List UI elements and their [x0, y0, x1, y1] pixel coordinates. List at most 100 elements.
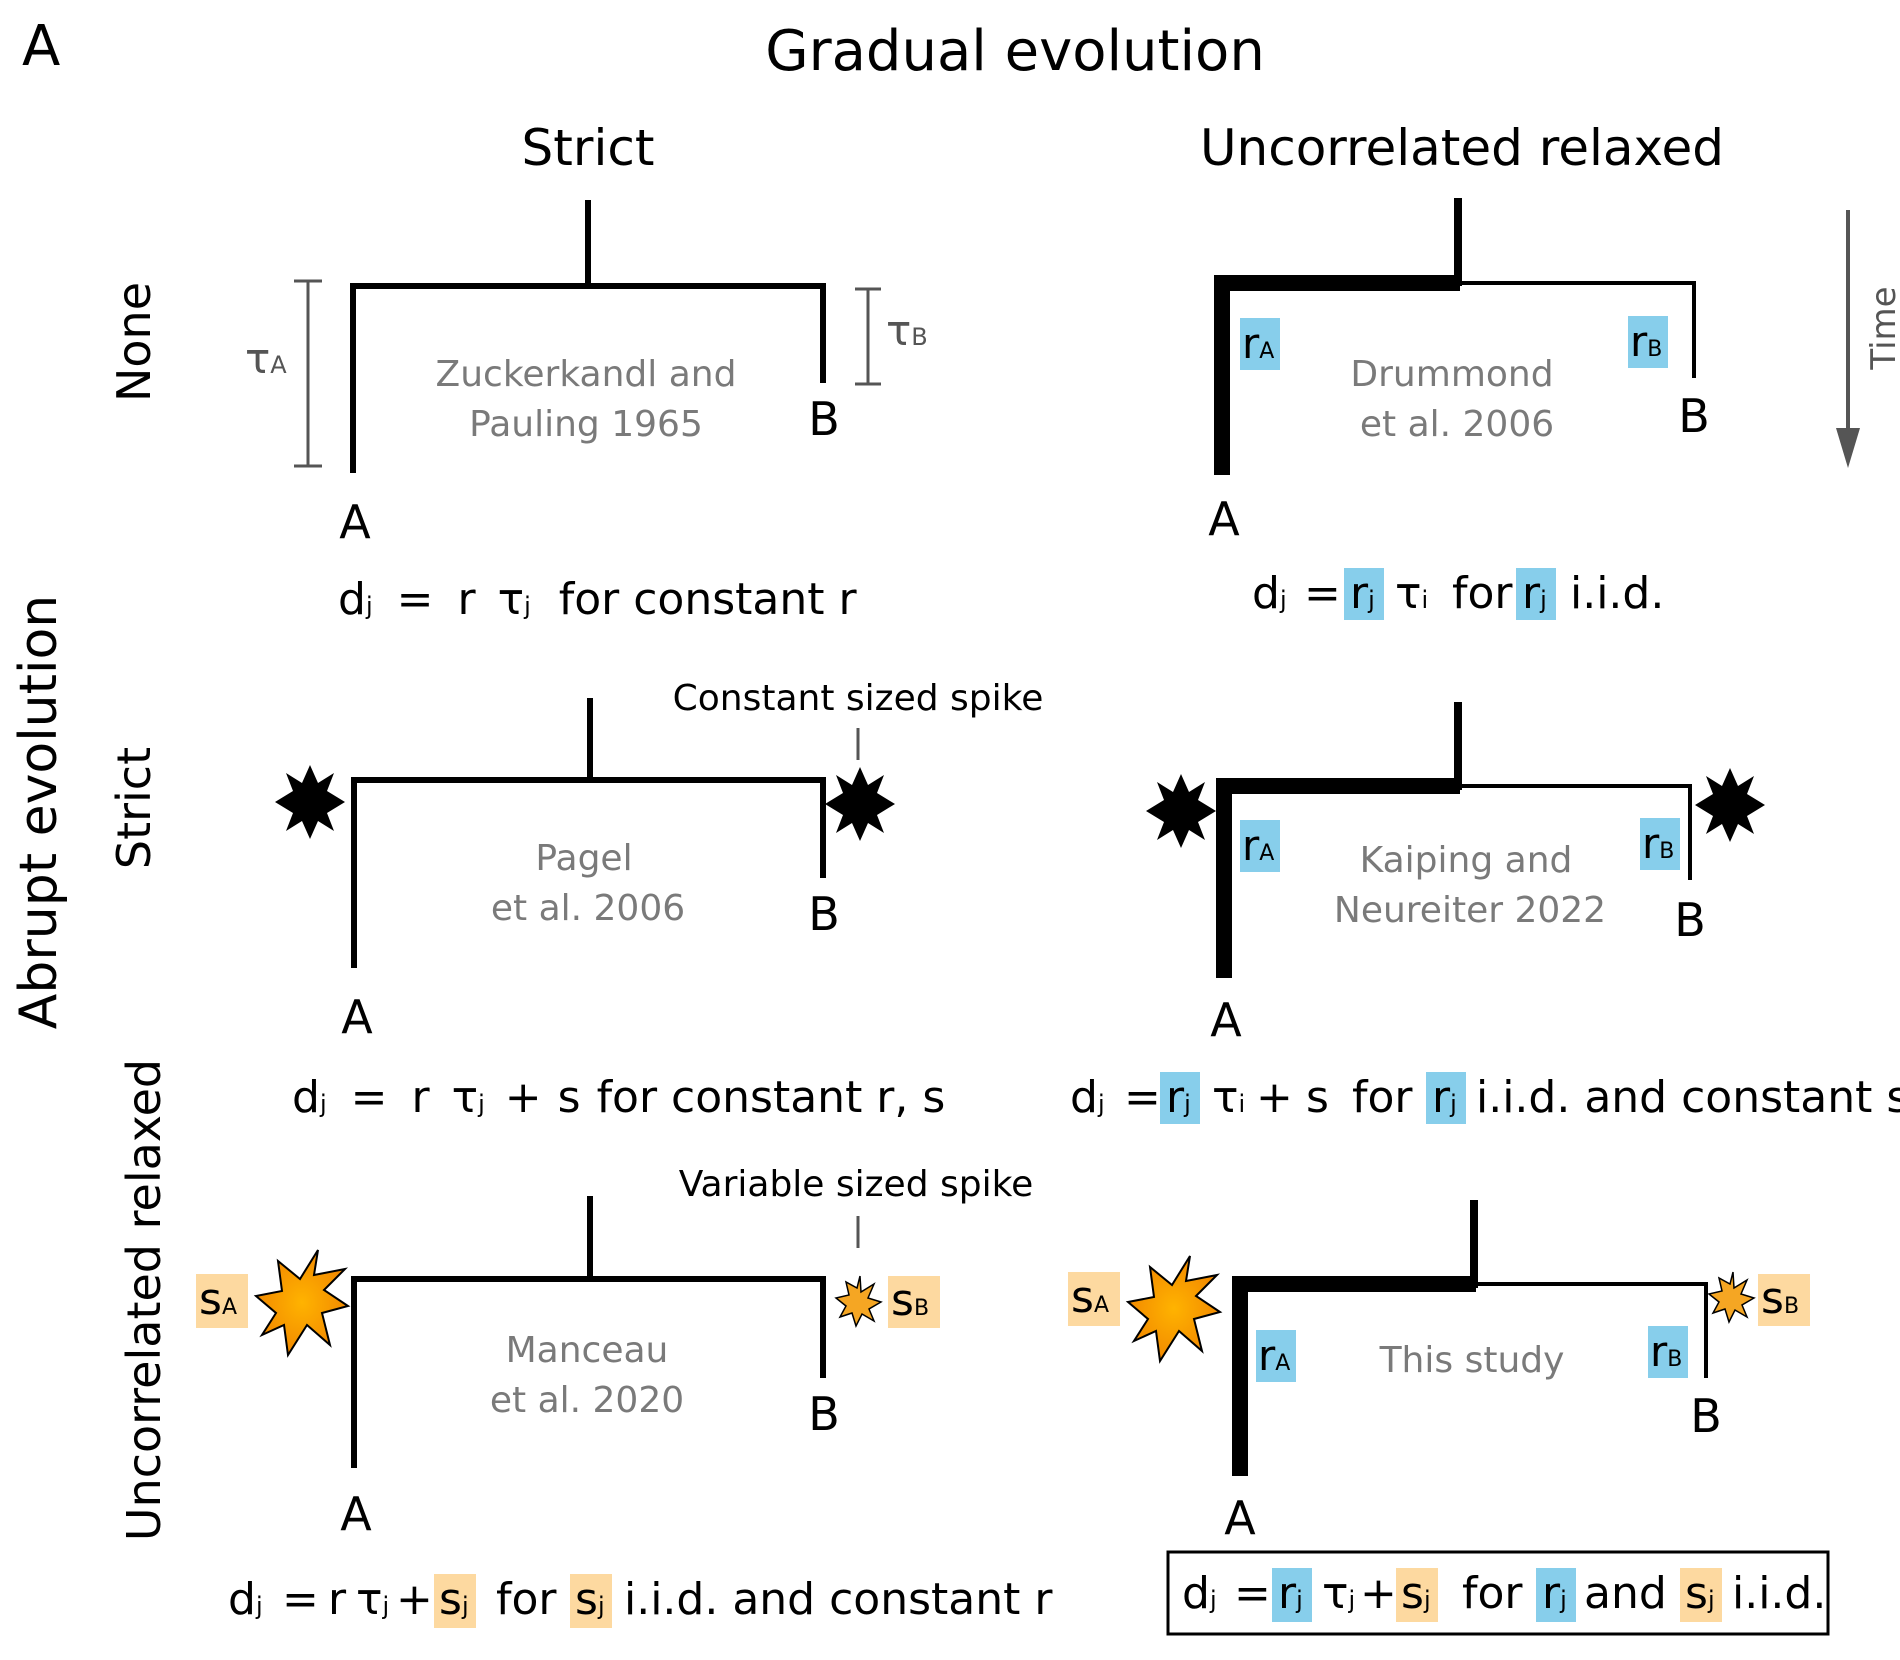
svg-text:τj: τj	[356, 1574, 389, 1625]
tip-b: B	[1678, 389, 1710, 443]
svg-text:rB: rB	[1642, 819, 1674, 868]
formula-strict-relaxed: dj = r τj + sj for sj i.i.d. and constan…	[228, 1574, 1053, 1628]
svg-text:sB: sB	[891, 1275, 929, 1326]
citation-zuckerkandl-line2: Pauling 1965	[469, 404, 703, 445]
tip-a: A	[339, 495, 371, 549]
svg-text:sA: sA	[199, 1274, 237, 1325]
formula-relaxed-strict: dj = rj τi + s for rj i.i.d. and constan…	[1070, 1072, 1900, 1124]
svg-text:+: +	[1360, 1568, 1397, 1619]
row-header-none: None	[107, 282, 161, 402]
time-arrow	[1836, 210, 1860, 468]
citation-pagel-line1: Pagel	[535, 838, 632, 879]
svg-text:dj: dj	[1252, 568, 1287, 619]
svg-text:=: =	[1124, 1072, 1161, 1123]
svg-text:sj: sj	[1685, 1568, 1715, 1619]
svg-text:rj: rj	[1542, 1568, 1567, 1619]
citation-drummond-line1: Drummond	[1350, 354, 1553, 395]
tree-strict-none	[350, 200, 826, 473]
svg-text:i.i.d.: i.i.d.	[1732, 1568, 1826, 1619]
svg-text:dj: dj	[1070, 1072, 1105, 1123]
svg-text:for: for	[1462, 1568, 1523, 1619]
svg-text:rj: rj	[1166, 1072, 1191, 1123]
svg-text:=: =	[1234, 1568, 1271, 1619]
citation-manceau-line1: Manceau	[506, 1330, 669, 1371]
tree-relaxed-strict	[1216, 702, 1692, 978]
time-label: Time	[1864, 286, 1900, 370]
svg-text:rB: rB	[1630, 317, 1662, 366]
svg-text:rA: rA	[1242, 821, 1274, 870]
column-header-relaxed: Uncorrelated relaxed	[1200, 119, 1724, 177]
rate-label-a: rA	[1240, 318, 1280, 370]
svg-text:s: s	[1306, 1072, 1329, 1123]
svg-text:dj: dj	[228, 1574, 263, 1625]
svg-text:for: for	[1352, 1072, 1413, 1123]
svg-text:=: =	[282, 1574, 319, 1625]
tree-relaxed-relaxed	[1232, 1200, 1708, 1476]
tau-bracket-b	[855, 287, 881, 386]
spike-label-b: sB	[888, 1275, 940, 1328]
row-header-strict: Strict	[107, 747, 161, 869]
svg-text:+: +	[1256, 1072, 1293, 1123]
rate-label-b: rB	[1640, 818, 1680, 870]
citation-zuckerkandl-line1: Zuckerkandl and	[436, 354, 737, 395]
y-axis-title: Abrupt evolution	[9, 595, 69, 1029]
svg-text:τi: τi	[1212, 1072, 1245, 1123]
svg-text:rj: rj	[1278, 1568, 1303, 1619]
tree-strict-relaxed	[351, 1196, 826, 1468]
spike-icon	[1695, 768, 1765, 842]
tip-b: B	[1690, 1389, 1722, 1443]
svg-text:i.i.d.: i.i.d.	[1570, 568, 1664, 619]
svg-text:rj: rj	[1432, 1072, 1457, 1123]
column-header-strict: Strict	[522, 119, 655, 177]
svg-text:rj: rj	[1350, 568, 1375, 619]
figure-title: Gradual evolution	[765, 19, 1265, 84]
svg-text:sj: sj	[575, 1574, 605, 1625]
citation-kaiping-line2: Neureiter 2022	[1334, 890, 1606, 931]
svg-text:r: r	[328, 1574, 347, 1625]
citation-drummond-line2: et al. 2006	[1360, 404, 1554, 445]
tip-b: B	[808, 392, 840, 446]
rate-label-b: rB	[1628, 316, 1668, 368]
svg-text:sj: sj	[439, 1574, 469, 1625]
spike-icon	[825, 767, 895, 841]
citation-pagel-line2: et al. 2006	[491, 888, 685, 929]
spike-icon	[1146, 774, 1216, 848]
tree-relaxed-none	[1214, 198, 1696, 475]
formula-relaxed-none: dj = rj τi for rj i.i.d.	[1252, 568, 1664, 620]
svg-text:sj: sj	[1401, 1568, 1431, 1619]
citation-this-study: This study	[1379, 1340, 1565, 1381]
svg-text:rA: rA	[1258, 1331, 1290, 1380]
spike-icon	[253, 1249, 351, 1358]
svg-text:rj: rj	[1522, 568, 1547, 619]
row-header-relaxed: Uncorrelated relaxed	[117, 1059, 171, 1541]
spike-icon	[275, 765, 345, 839]
spike-label-a: sA	[1068, 1272, 1120, 1326]
tau-b-label: τB	[886, 306, 928, 355]
svg-text:τj: τj	[1322, 1568, 1355, 1619]
tip-b: B	[1674, 893, 1706, 947]
tip-b: B	[808, 1387, 840, 1441]
rate-label-a: rA	[1256, 1330, 1296, 1382]
tau-a-label: τA	[245, 334, 287, 383]
rate-label-b: rB	[1648, 1326, 1688, 1378]
rate-label-a: rA	[1240, 820, 1280, 872]
tau-bracket-a	[294, 279, 322, 468]
tip-b: B	[808, 887, 840, 941]
svg-text:sB: sB	[1761, 1273, 1799, 1324]
formula-strict-strict: dj = r τj + s for constant r, s	[292, 1072, 945, 1123]
svg-text:+: +	[396, 1574, 433, 1625]
spike-label-constant: Constant sized spike	[673, 678, 1044, 719]
formula-relaxed-relaxed: dj = rj τj + sj for rj and sj i.i.d.	[1166, 1550, 1830, 1636]
tip-a: A	[1210, 993, 1242, 1047]
formula-strict-none: dj = r τj for constant r	[338, 574, 857, 625]
spike-label-b: sB	[1758, 1273, 1810, 1326]
tree-strict-strict	[351, 698, 826, 968]
panel-letter: A	[22, 14, 60, 79]
svg-text:τi: τi	[1395, 568, 1428, 619]
svg-text:i.i.d. and constant s: i.i.d. and constant s	[1476, 1072, 1900, 1123]
citation-kaiping-line1: Kaiping and	[1360, 840, 1573, 881]
svg-text:for: for	[1452, 568, 1513, 619]
svg-text:=: =	[1304, 568, 1341, 619]
svg-text:i.i.d. and constant r: i.i.d. and constant r	[624, 1574, 1053, 1625]
